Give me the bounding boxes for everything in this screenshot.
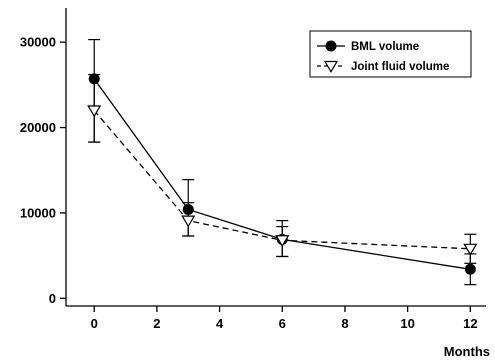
data-point xyxy=(87,105,102,118)
series-line xyxy=(93,110,471,250)
legend-box xyxy=(309,30,472,78)
y-axis-ticks: 0 10000 20000 30000 xyxy=(20,35,66,306)
x-tick-label: 4 xyxy=(216,316,224,331)
data-point xyxy=(463,243,478,256)
y-tick-label: 0 xyxy=(49,291,56,306)
y-axis: 0 10000 20000 30000 xyxy=(20,8,67,306)
legend-marker xyxy=(325,40,337,52)
data-point xyxy=(181,215,196,228)
legend-label: Joint fluid volume xyxy=(351,61,449,73)
x-tick-label: 8 xyxy=(341,316,348,331)
data-point xyxy=(464,263,476,275)
y-tick-label: 30000 xyxy=(20,35,56,50)
x-axis: 0 2 4 6 8 10 12 Months xyxy=(66,305,490,359)
x-axis-ticks: 0 2 4 6 8 10 12 xyxy=(91,306,478,331)
x-tick-label: 6 xyxy=(279,316,286,331)
x-tick-label: 10 xyxy=(400,316,414,331)
y-tick-label: 10000 xyxy=(20,205,56,220)
x-tick-label: 0 xyxy=(91,316,98,331)
series-line xyxy=(93,78,471,270)
legend: BML volume Joint fluid volume xyxy=(309,30,472,78)
data-point xyxy=(88,73,100,85)
y-tick-label: 20000 xyxy=(20,120,56,135)
plot-area xyxy=(87,38,478,286)
data-point xyxy=(275,235,290,248)
x-tick-label: 12 xyxy=(463,316,477,331)
legend-marker xyxy=(323,60,339,73)
data-point xyxy=(182,204,194,216)
x-tick-label: 2 xyxy=(153,316,160,331)
legend-items: BML volume Joint fluid volume xyxy=(317,40,449,73)
x-axis-title: Months xyxy=(444,344,490,359)
legend-label: BML volume xyxy=(351,41,419,53)
